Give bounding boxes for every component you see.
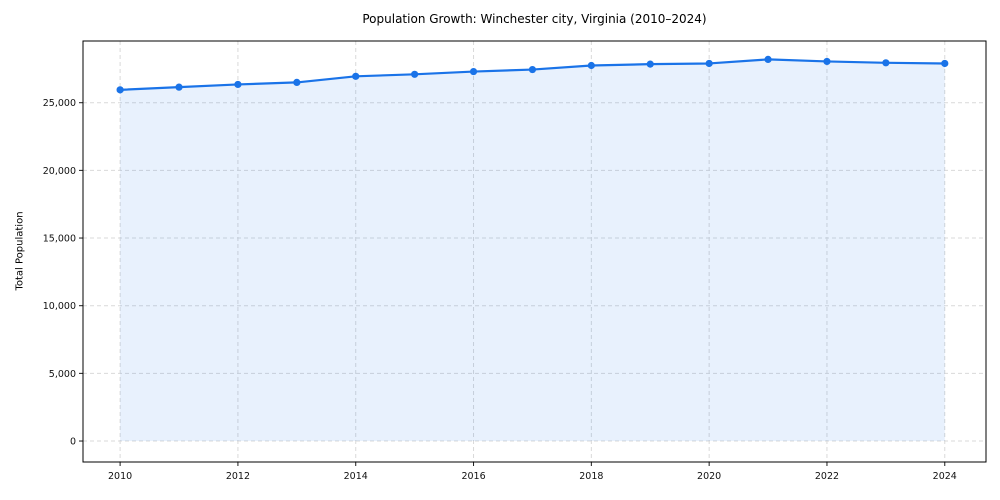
x-tick-label: 2018 (579, 471, 603, 482)
plot-border (82, 40, 987, 463)
data-point-2023 (882, 59, 890, 67)
data-point-2013 (293, 78, 301, 87)
x-tick-label: 2010 (108, 471, 132, 482)
data-point-2018 (587, 61, 595, 70)
data-point-2015 (411, 70, 419, 78)
y-tick-label: 25,000 (43, 98, 76, 109)
x-tick-label: 2022 (815, 471, 839, 482)
x-tick-label: 2024 (933, 471, 957, 482)
data-point-2017 (528, 65, 537, 74)
x-tick-label: 2016 (461, 471, 485, 482)
area-fill (120, 59, 945, 442)
y-tick-label: 0 (70, 437, 76, 448)
data-point-2011 (175, 83, 183, 91)
x-tick-label: 2014 (344, 471, 368, 482)
data-point-2010 (116, 86, 124, 94)
data-point-2020 (705, 59, 713, 68)
data-point-2012 (234, 80, 242, 89)
data-point-2014 (352, 72, 360, 80)
data-point-2022 (823, 57, 831, 66)
y-tick-label: 10,000 (43, 301, 76, 312)
data-point-2019 (646, 60, 654, 68)
y-tick-label: 15,000 (43, 234, 76, 245)
data-point-2024 (941, 59, 949, 68)
x-tick-label: 2020 (697, 471, 721, 482)
chart-title: Population Growth: Winchester city, Virg… (362, 12, 707, 26)
data-point-2016 (469, 67, 478, 76)
y-tick-label: 5,000 (49, 369, 76, 380)
data-point-2021 (764, 55, 772, 64)
x-tick-label: 2012 (226, 471, 250, 482)
y-tick-label: 20,000 (43, 166, 76, 177)
